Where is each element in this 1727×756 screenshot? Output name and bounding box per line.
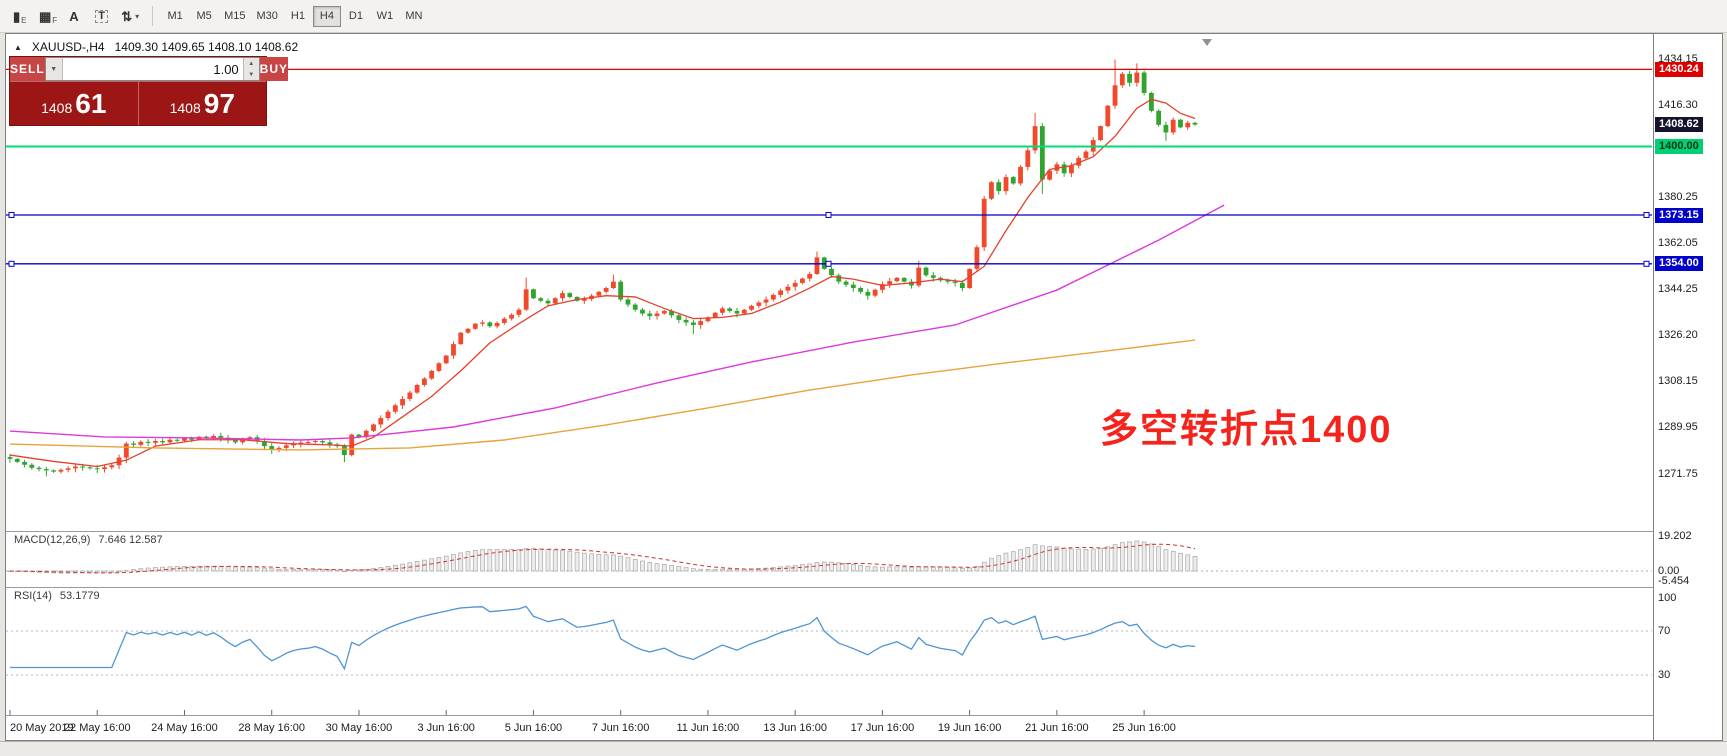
macd-values: 7.646 12.587 [98, 534, 163, 546]
ask-price[interactable]: 1408 97 [139, 82, 267, 125]
rsi-axis-label: 70 [1658, 625, 1671, 637]
price-axis-label: 1344.25 [1658, 282, 1698, 295]
trade-panel-controls: SELL ▼ ▲ ▼ BUY [10, 57, 289, 81]
rsi-axis-label: 100 [1658, 592, 1677, 604]
macd-axis-label: 0.00 [1658, 565, 1680, 577]
bid-price[interactable]: 1408 61 [10, 82, 138, 125]
volume-decrease-button[interactable]: ▼ [243, 69, 259, 80]
timeframe-D1[interactable]: D1 [342, 6, 370, 27]
timeframe-M30[interactable]: M30 [252, 6, 283, 27]
bottom-strip [0, 741, 1727, 756]
top-toolbar: ▮ E ▦ F A T ⇅ ▾ M1 M5 M15 M30 H1 H4 D1 W1 MN [0, 0, 1727, 33]
volume-control: ▼ ▲ ▼ [44, 57, 260, 81]
date-label: 3 Jun 16:00 [417, 722, 475, 734]
rsi-label: RSI(14) 53.1779 [14, 590, 100, 602]
price-divider [137, 82, 139, 125]
grid-chart-icon[interactable]: ▦ F [34, 4, 62, 28]
chart-tools-group: ▮ E ▦ F A T ⇅ ▾ [8, 4, 144, 28]
price-axis-label: 1289.95 [1658, 421, 1698, 434]
timeframe-MN[interactable]: MN [400, 6, 428, 27]
date-label: 30 May 16:00 [325, 722, 393, 734]
date-label: 22 May 16:00 [63, 722, 131, 734]
macd-label: MACD(12,26,9) 7.646 12.587 [14, 534, 163, 546]
timeframe-M15[interactable]: M15 [219, 6, 250, 27]
price-axis-label: 1416.30 [1658, 98, 1698, 111]
price-axis[interactable]: 1434.15 1416.30 1380.25 1362.05 1344.25 1326.… [1653, 34, 1722, 740]
ask-price-pips: 97 [203, 87, 235, 119]
date-label: 5 Jun 16:00 [504, 722, 563, 734]
date-label: 25 Jun 16:00 [1112, 722, 1176, 734]
price-tag: 1373.15 [1655, 207, 1703, 223]
toolbar-separator [152, 6, 154, 26]
volume-stepper: ▲ ▼ [242, 58, 259, 80]
price-tag: 1430.24 [1655, 61, 1703, 77]
symbol-timeframe-label: XAUUSD-,H4 [31, 40, 105, 54]
date-label: 11 Jun 16:00 [676, 722, 740, 734]
panel-separator[interactable] [6, 587, 1722, 588]
chevron-down-icon: ▼ [50, 65, 58, 73]
price-tag: 1400.00 [1655, 139, 1703, 154]
date-label: 20 May 2019 [10, 722, 74, 734]
ask-price-main: 1408 [169, 99, 201, 116]
timeframe-H4[interactable]: H4 [312, 5, 341, 27]
price-axis-label: 1271.75 [1658, 467, 1698, 480]
timeframe-W1[interactable]: W1 [371, 6, 399, 27]
text-label-tool-icon[interactable]: T [90, 4, 114, 28]
candlestick-chart-icon[interactable]: ▮ E [8, 4, 32, 28]
trade-panel-prices: 1408 61 1408 97 [10, 81, 266, 125]
macd-axis-label: -5.454 [1658, 575, 1690, 588]
rsi-axis-label: 30 [1658, 669, 1671, 681]
price-axis-label: 1380.25 [1658, 190, 1698, 203]
macd-axis-label: 19.202 [1658, 529, 1692, 542]
volume-dropdown-button[interactable]: ▼ [45, 58, 63, 80]
symbol-marker-icon: ▲ [14, 42, 22, 52]
ohlc-values: 1409.30 1409.65 1408.10 1408.62 [114, 40, 299, 54]
chevron-down-icon: ▾ [135, 11, 140, 21]
timeframe-M1[interactable]: M1 [161, 6, 189, 27]
price-tag: 1408.62 [1655, 117, 1703, 132]
date-label: 19 Jun 16:00 [937, 722, 1002, 734]
date-label: 17 Jun 16:00 [850, 722, 915, 734]
price-axis-label: 1362.05 [1658, 237, 1698, 250]
volume-increase-button[interactable]: ▲ [243, 58, 259, 69]
rsi-value: 53.1779 [59, 590, 100, 602]
date-label: 24 May 16:00 [151, 722, 218, 734]
date-label: 28 May 16:00 [238, 722, 306, 734]
chart-annotation[interactable]: 多空转折点1400 [1100, 409, 1393, 451]
date-label: 7 Jun 16:00 [591, 722, 650, 734]
sell-button[interactable]: SELL [10, 57, 45, 81]
timeframe-M5[interactable]: M5 [190, 6, 218, 27]
date-axis[interactable]: 20 May 2019 22 May 16:00 24 May 16:00 28 Ma… [6, 715, 1653, 740]
panel-separator [6, 715, 1722, 716]
price-axis-label: 1326.20 [1658, 328, 1698, 341]
cursor-tool-icon[interactable]: A [64, 4, 88, 28]
date-label: 21 Jun 16:00 [1025, 722, 1089, 734]
indicators-menu-icon[interactable]: ⇅ ▾ [116, 4, 144, 28]
price-tag: 1354.00 [1655, 256, 1703, 272]
bid-price-pips: 61 [75, 87, 107, 119]
date-label: 13 Jun 16:00 [763, 722, 827, 734]
volume-input[interactable] [62, 58, 243, 80]
price-axis-label: 1308.15 [1658, 374, 1698, 387]
chart-window: ▲ XAUUSD-,H4 1409.30 1409.65 1408.10 140… [5, 33, 1723, 741]
timeframe-H1[interactable]: H1 [284, 6, 312, 27]
buy-button[interactable]: BUY [259, 57, 289, 81]
panel-separator[interactable] [6, 531, 1722, 532]
chart-plot[interactable] [6, 34, 1653, 715]
bid-price-main: 1408 [41, 99, 73, 116]
chart-title: ▲ XAUUSD-,H4 1409.30 1409.65 1408.10 140… [14, 40, 298, 54]
timeframe-group: M1 M5 M15 M30 H1 H4 D1 W1 MN [161, 5, 428, 27]
